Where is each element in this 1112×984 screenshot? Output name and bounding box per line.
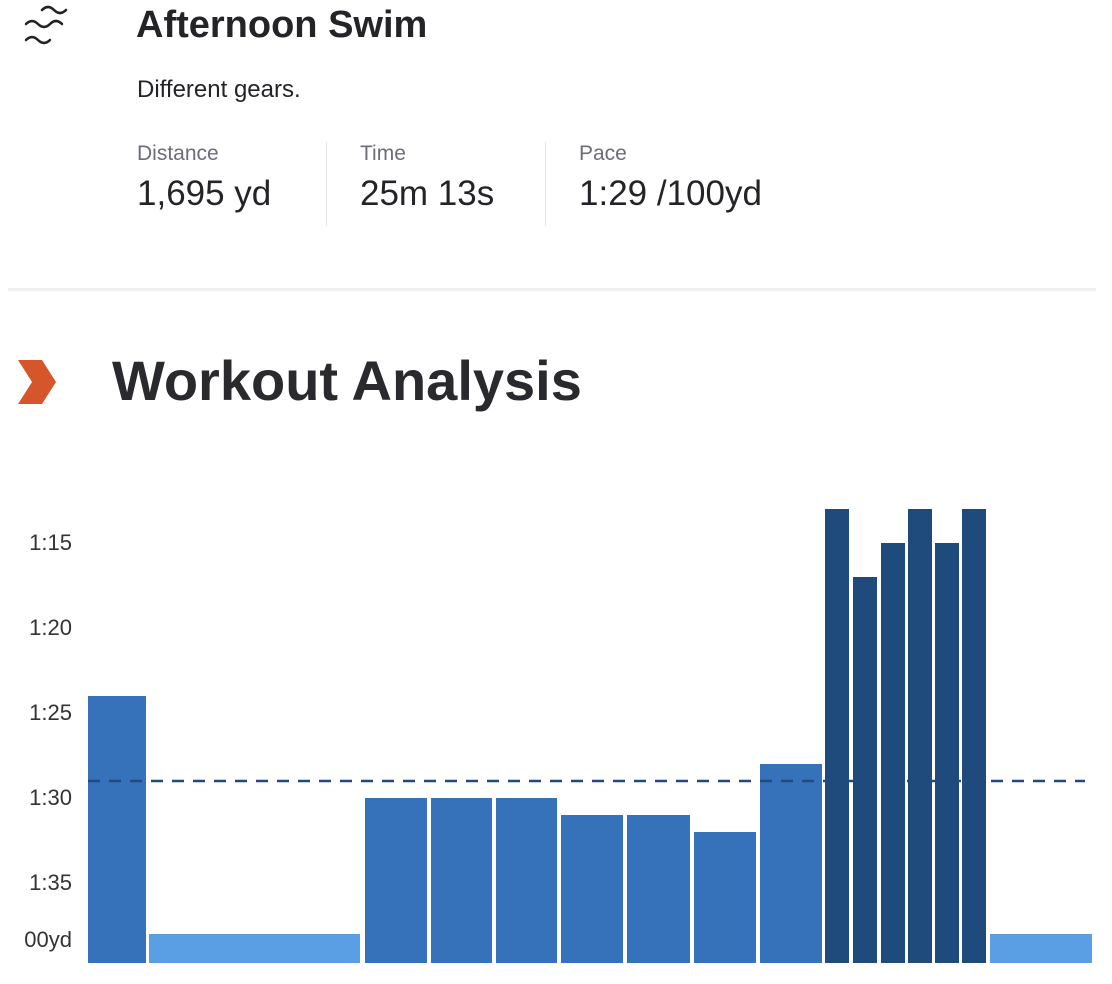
stat-label: Time — [360, 142, 406, 165]
activity-title: Afternoon Swim — [136, 4, 428, 46]
water-waves-icon — [24, 5, 68, 45]
pace-bar[interactable] — [694, 832, 756, 963]
activity-description: Different gears. — [137, 76, 301, 103]
stat-separator — [545, 142, 546, 226]
pace-bar[interactable] — [990, 934, 1092, 963]
pace-bar[interactable] — [561, 815, 623, 963]
pace-bar[interactable] — [88, 696, 146, 963]
pace-bar[interactable] — [365, 798, 427, 963]
pace-bar[interactable] — [496, 798, 557, 963]
y-tick-label: 1:25 — [29, 700, 72, 725]
y-tick-label: 1:35 — [29, 870, 72, 895]
pace-bar[interactable] — [627, 815, 690, 963]
stat-label: Distance — [137, 142, 219, 165]
y-unit-label: 00yd — [24, 927, 72, 952]
pace-bar[interactable] — [962, 509, 986, 963]
pace-bar[interactable] — [881, 543, 905, 963]
stat-value: 1:29 /100yd — [579, 174, 762, 213]
pace-bar[interactable] — [935, 543, 959, 963]
y-tick-label: 1:15 — [29, 530, 72, 555]
stat-value: 1,695 yd — [137, 174, 272, 213]
divider — [8, 288, 1096, 291]
pace-bar[interactable] — [908, 509, 932, 963]
stat-pace: Pace 1:29 /100yd — [579, 142, 762, 226]
pace-bar[interactable] — [149, 934, 360, 963]
pace-bar[interactable] — [760, 764, 822, 963]
stat-time: Time 25m 13s — [360, 142, 494, 226]
stat-distance: Distance 1,695 yd — [137, 142, 271, 226]
pace-bar[interactable] — [825, 509, 849, 963]
section-title: Workout Analysis — [112, 349, 582, 412]
stat-value: 25m 13s — [360, 174, 495, 213]
y-tick-label: 1:30 — [29, 785, 72, 810]
stat-label: Pace — [579, 142, 627, 165]
chevron-right-icon — [18, 360, 56, 404]
pace-bar[interactable] — [853, 577, 877, 963]
stat-separator — [326, 142, 327, 226]
y-tick-label: 1:20 — [29, 615, 72, 640]
pace-bar[interactable] — [431, 798, 492, 963]
